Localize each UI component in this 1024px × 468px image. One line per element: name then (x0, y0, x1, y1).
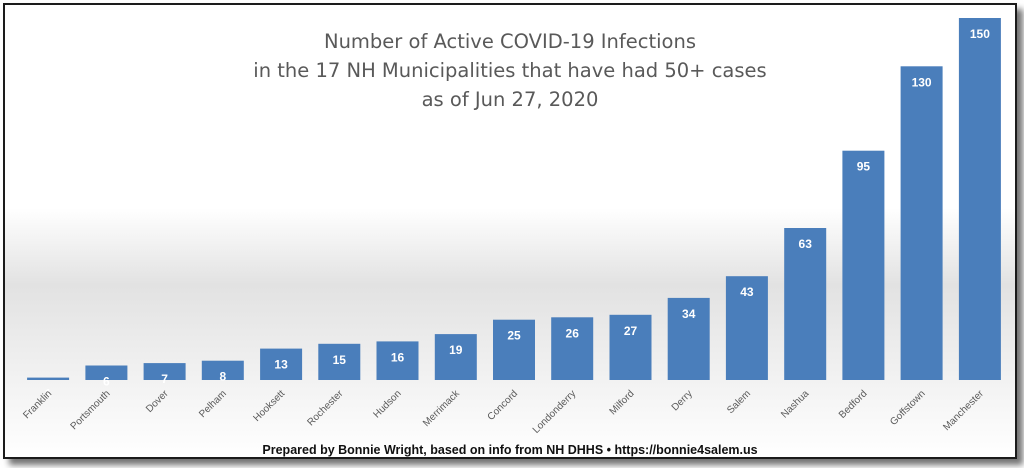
bar-pelham (201, 360, 244, 380)
data-label: 15 (333, 353, 347, 367)
x-tick-label: Manchester (941, 388, 986, 433)
x-tick-label: Milford (608, 388, 637, 417)
bar-hudson (376, 341, 419, 380)
bar-derry (667, 297, 710, 380)
x-tick-label: Nashua (779, 388, 811, 420)
x-tick-label: Bedford (837, 388, 870, 421)
data-label: 27 (624, 324, 638, 338)
bar-goffstown (900, 66, 943, 381)
data-label: 19 (449, 343, 463, 357)
data-label: 130 (912, 75, 932, 89)
x-tick-label: Dover (144, 388, 171, 415)
data-label: 7 (161, 372, 168, 386)
bar-milford (609, 314, 652, 380)
chart-frame: Number of Active COVID-19 Infections in … (3, 3, 1017, 459)
bar-nashua (784, 228, 827, 380)
bar-dover (143, 363, 186, 380)
bar-bedford (842, 150, 885, 380)
data-label: 13 (274, 358, 288, 372)
x-tick-label: Hudson (371, 388, 403, 420)
x-tick-label: Portsmouth (69, 388, 113, 432)
data-label: 34 (682, 307, 696, 321)
x-tick-label: Goffstown (888, 388, 927, 427)
data-label: 25 (507, 329, 521, 343)
data-label: 43 (740, 285, 754, 299)
data-label: 150 (970, 27, 990, 41)
data-label: 6 (103, 375, 110, 389)
bar-franklin (27, 377, 70, 380)
data-label: 95 (857, 160, 871, 174)
data-label: 63 (799, 237, 813, 251)
x-tick-label: Derry (670, 388, 695, 413)
chart-title-line-1: Number of Active COVID-19 Infections (323, 30, 697, 53)
data-label: 26 (566, 326, 580, 340)
bar-rochester (318, 343, 361, 380)
x-tick-label: Londonderry (531, 388, 578, 435)
bar-portsmouth (85, 365, 128, 380)
x-tick-label: Merrimack (421, 388, 462, 429)
bar-hooksett (260, 348, 303, 380)
data-label: 16 (391, 350, 405, 364)
bar-concord (493, 319, 535, 380)
x-tick-label: Rochester (305, 388, 345, 428)
x-tick-label: Pelham (197, 388, 229, 420)
chart-title: Number of Active COVID-19 Infections in … (5, 27, 1015, 114)
x-tick-label: Hooksett (252, 388, 288, 424)
x-tick-label: Concord (486, 388, 521, 423)
x-tick-label: Salem (725, 388, 753, 416)
bar-londonderry (551, 317, 594, 380)
chart-title-line-2: in the 17 NH Municipalities that have ha… (253, 59, 767, 82)
chart-title-line-3: as of Jun 27, 2020 (421, 88, 599, 111)
footer-credit: Prepared by Bonnie Wright, based on info… (262, 443, 758, 457)
x-tick-label: Franklin (21, 388, 54, 421)
bar-manchester (958, 18, 1001, 380)
data-label: 1 (45, 387, 52, 401)
bar-merrimack (434, 334, 477, 380)
data-label: 8 (219, 370, 226, 384)
bar-salem (725, 276, 768, 380)
